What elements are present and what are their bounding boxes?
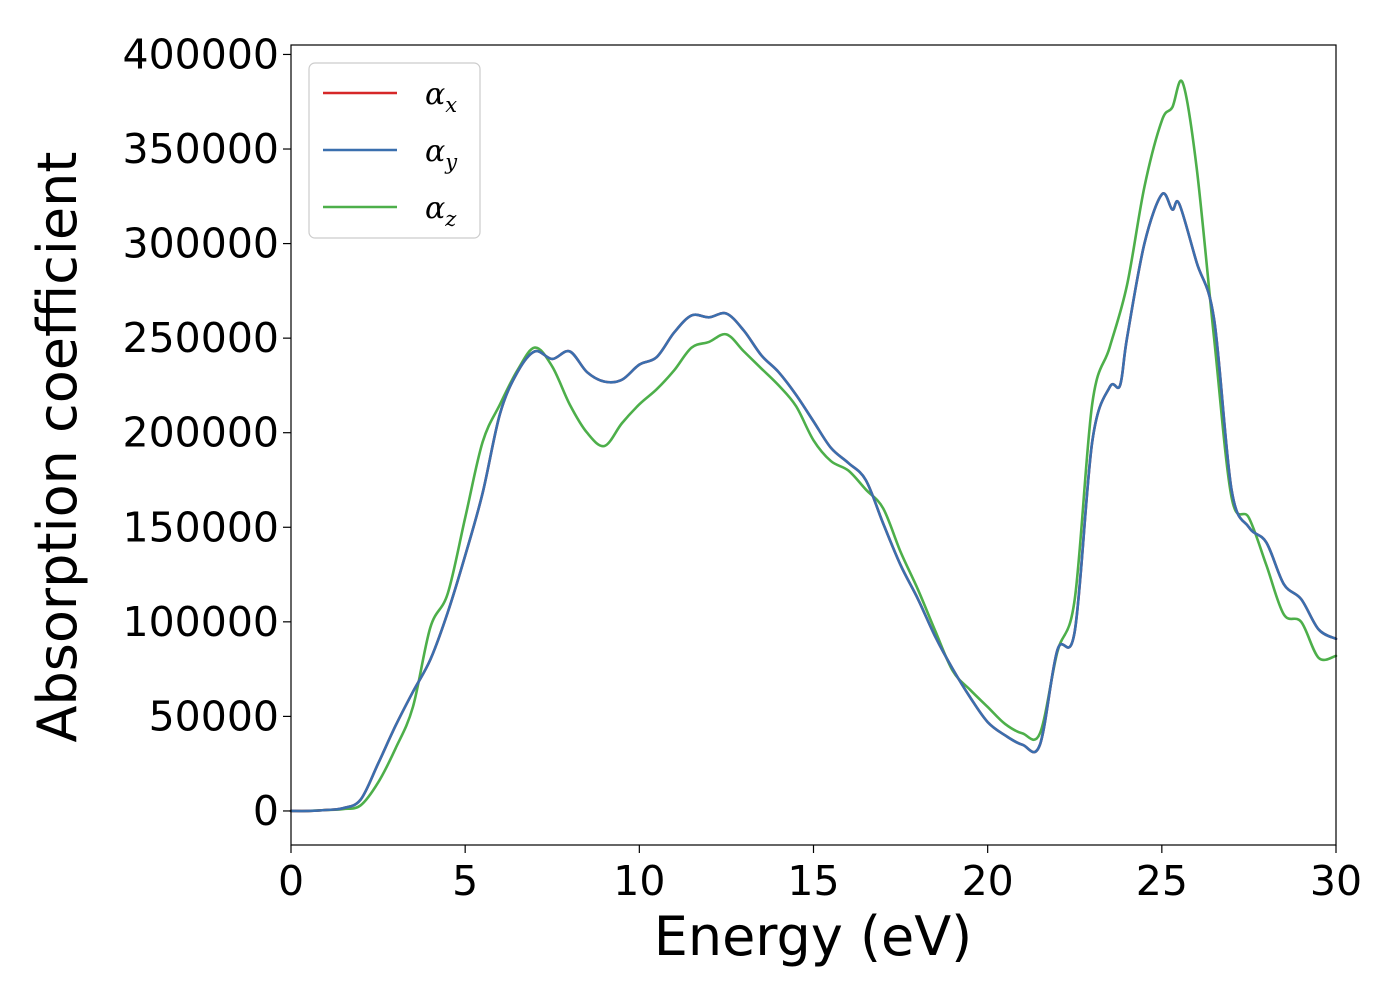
x-axis-ticks: 0 5 10 15 20 25 30 bbox=[278, 845, 1362, 905]
y-tick-label: 150000 bbox=[122, 503, 279, 551]
y-tick-label: 300000 bbox=[122, 220, 279, 268]
legend-label-x: αx bbox=[425, 77, 457, 117]
y-tick-label: 400000 bbox=[122, 30, 279, 78]
y-tick-label: 250000 bbox=[122, 314, 279, 362]
y-axis-title: Absorption coefficient bbox=[26, 152, 89, 743]
legend-label-y: αy bbox=[425, 134, 458, 174]
y-tick-label: 350000 bbox=[122, 125, 279, 173]
y-tick-label: 200000 bbox=[122, 409, 279, 457]
series-line-z bbox=[289, 79, 1338, 813]
x-tick-label: 20 bbox=[962, 857, 1014, 905]
x-tick-label: 25 bbox=[1136, 857, 1188, 905]
y-tick-label: 0 bbox=[253, 787, 279, 835]
x-tick-label: 15 bbox=[787, 857, 839, 905]
legend: αx αy αz bbox=[308, 62, 481, 239]
x-axis-title: Energy (eV) bbox=[654, 905, 973, 968]
legend-label-z: αz bbox=[425, 191, 457, 231]
x-tick-label: 5 bbox=[452, 857, 478, 905]
y-tick-label: 100000 bbox=[122, 598, 279, 646]
y-tick-label: 50000 bbox=[149, 692, 279, 740]
x-tick-label: 10 bbox=[613, 857, 665, 905]
x-tick-label: 0 bbox=[278, 857, 304, 905]
series-line-y bbox=[289, 192, 1338, 813]
x-tick-label: 30 bbox=[1310, 857, 1362, 905]
series-line-x bbox=[289, 192, 1338, 813]
series-layer bbox=[289, 79, 1338, 813]
y-axis-ticks: 0 50000 100000 150000 200000 250000 300000 3500… bbox=[122, 30, 291, 835]
